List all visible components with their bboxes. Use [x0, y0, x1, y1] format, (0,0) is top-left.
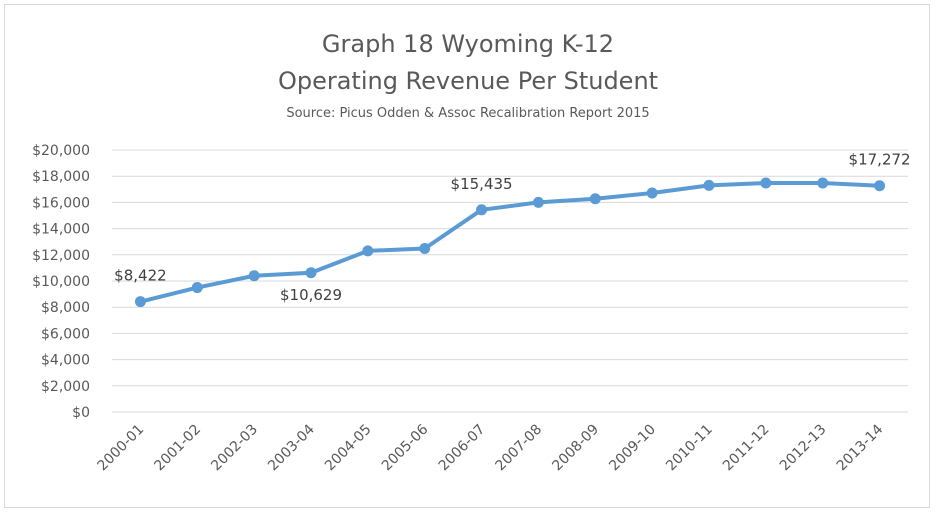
- x-tick-label: 2000-01: [95, 422, 148, 475]
- x-tick-label: 2004-05: [322, 422, 375, 475]
- x-tick-label: 2006-07: [436, 422, 489, 475]
- data-point: [760, 177, 772, 189]
- chart-frame: [4, 4, 930, 508]
- data-point: [817, 177, 829, 189]
- x-tick-label: 2012-13: [777, 422, 830, 475]
- y-tick-label: $4,000: [41, 353, 90, 369]
- data-point: [419, 243, 431, 255]
- data-point: [362, 245, 374, 257]
- data-point: [248, 270, 260, 282]
- data-labels: $8,422 $10,629 $15,435 $17,272: [114, 151, 910, 304]
- data-point: [703, 179, 715, 191]
- y-tick-label: $20,000: [32, 143, 90, 159]
- y-tick-label: $18,000: [32, 169, 90, 185]
- data-label: $17,272: [849, 151, 911, 169]
- y-tick-label: $0: [72, 405, 90, 421]
- x-tick-label: 2008-09: [549, 422, 602, 475]
- x-tick-label: 2005-06: [379, 421, 432, 474]
- data-point: [134, 296, 146, 308]
- data-point: [874, 180, 886, 192]
- x-tick-label: 2001-02: [151, 422, 204, 475]
- y-tick-label: $2,000: [41, 379, 90, 395]
- data-point: [305, 267, 317, 279]
- x-axis-ticks: 2000-01 2001-02 2002-03 2003-04 2004-05 2005-…: [95, 421, 887, 474]
- data-point: [476, 204, 488, 216]
- x-tick-label: 2013-14: [834, 421, 887, 474]
- y-tick-label: $16,000: [32, 195, 90, 211]
- y-tick-label: $6,000: [41, 326, 90, 342]
- x-tick-label: 2009-10: [606, 422, 659, 475]
- series-line: [138, 181, 882, 304]
- data-point: [532, 196, 544, 208]
- x-tick-label: 2003-04: [265, 421, 318, 474]
- y-tick-label: $12,000: [32, 248, 90, 264]
- data-label: $10,629: [280, 286, 342, 304]
- x-tick-label: 2011-12: [720, 422, 773, 475]
- data-point: [646, 187, 658, 199]
- data-point: [191, 282, 203, 294]
- x-tick-label: 2002-03: [208, 422, 261, 475]
- data-label: $15,435: [451, 175, 513, 193]
- chart-subtitle: Source: Picus Odden & Assoc Recalibratio…: [286, 106, 649, 121]
- chart-title-line2: Operating Revenue Per Student: [278, 67, 658, 95]
- data-point: [589, 193, 601, 205]
- chart-title-line1: Graph 18 Wyoming K-12: [322, 30, 614, 58]
- gridlines: [112, 149, 908, 413]
- series-revenue: [134, 177, 886, 308]
- y-tick-label: $8,000: [41, 300, 90, 316]
- y-axis-ticks: $0 $2,000 $4,000 $6,000 $8,000 $10,000 $12,000…: [32, 143, 90, 421]
- x-tick-label: 2010-11: [663, 422, 716, 475]
- x-tick-label: 2007-08: [493, 422, 546, 475]
- y-tick-label: $10,000: [32, 274, 90, 290]
- data-label: $8,422: [114, 267, 167, 285]
- y-tick-label: $14,000: [32, 222, 90, 238]
